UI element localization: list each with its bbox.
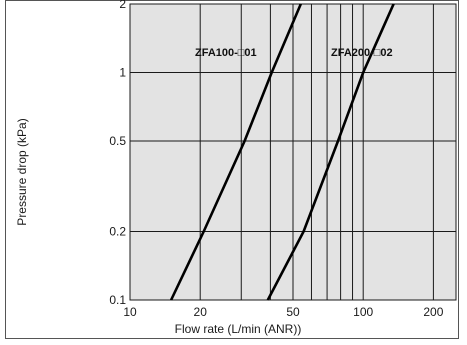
x-tick-label-200: 200 [423,305,443,319]
x-tick-labels: 10 20 50 100 200 [123,305,443,319]
x-tick-label-20: 20 [194,305,208,319]
y-tick-label-2: 2 [119,0,126,11]
y-tick-label-0.2: 0.2 [109,225,126,239]
x-tick-label-100: 100 [353,305,373,319]
series-line-1 [266,3,395,301]
x-tick-label-50: 50 [286,305,300,319]
y-tick-labels: 0.1 0.2 0.5 1 2 [109,0,126,307]
series-label-zfa100: ZFA100-□01 [195,47,257,59]
y-tick-label-0.1: 0.1 [109,293,126,307]
y-tick-label-1: 1 [119,65,126,79]
x-axis-label: Flow rate (L/min (ANR)) [175,322,302,336]
y-axis-label: Pressure drop (kPa) [15,118,29,225]
series-label-zfa200: ZFA200-□02 [331,47,393,59]
x-tick-label-10: 10 [123,305,137,319]
series-line-0 [169,3,302,301]
series-lines [169,3,395,301]
y-tick-label-0.5: 0.5 [109,134,126,148]
